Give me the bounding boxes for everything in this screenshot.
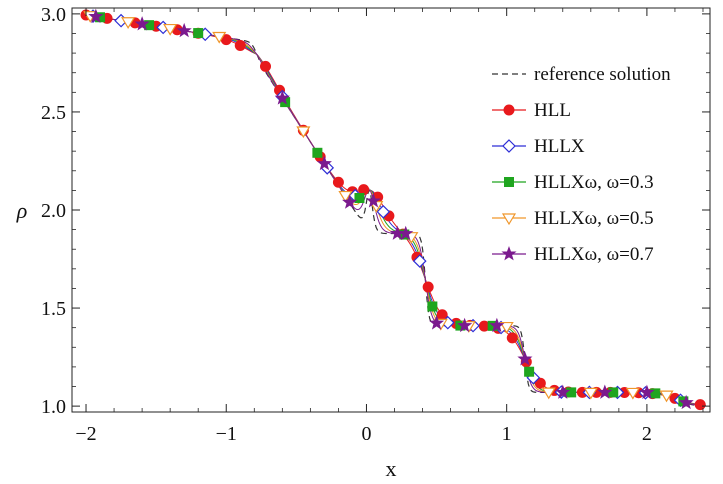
- legend-entry-0: reference solution: [534, 64, 671, 85]
- legend: reference solution HLL HLLX HLLXω, ω=0.3 HLL…: [492, 64, 671, 265]
- x-tick-label: 2: [642, 423, 652, 445]
- data-point-series-3: [566, 387, 577, 398]
- data-point-series-4: [583, 387, 598, 400]
- data-point-series-4: [499, 321, 514, 334]
- data-point-series-5: [517, 351, 533, 366]
- data-point-series-4: [296, 126, 311, 139]
- data-point-series-1: [422, 281, 434, 293]
- data-point-series-5: [316, 155, 332, 171]
- data-point-series-3: [354, 193, 365, 204]
- data-point-series-4: [338, 190, 353, 203]
- data-point-series-4: [163, 23, 178, 36]
- data-point-series-2: [376, 204, 391, 219]
- data-point-series-3: [524, 366, 535, 377]
- data-point-series-1: [694, 399, 706, 411]
- y-tick-label: 1.0: [41, 396, 66, 418]
- data-point-series-5: [489, 317, 505, 333]
- legend-marker-1: [503, 104, 515, 116]
- data-point-series-4: [541, 387, 556, 400]
- data-point-series-5: [88, 8, 104, 24]
- data-point-series-4: [212, 31, 227, 44]
- legend-entry-2: HLLX: [534, 136, 585, 157]
- data-point-series-5: [429, 315, 445, 330]
- data-point-series-5: [274, 90, 290, 105]
- data-point-series-1: [332, 176, 344, 188]
- data-point-series-5: [342, 194, 358, 209]
- legend-entry-5: HLLXω, ω=0.7: [534, 244, 654, 265]
- y-tick-label: 2.5: [41, 102, 66, 124]
- legend-marker-4: [501, 213, 517, 226]
- legend-entry-4: HLLXω, ω=0.5: [534, 208, 654, 229]
- data-point-series-3: [427, 301, 438, 312]
- data-point-series-1: [506, 332, 518, 344]
- legend-marker-3: [504, 177, 514, 187]
- x-tick-label: 0: [361, 423, 371, 445]
- data-point-series-5: [597, 384, 613, 399]
- data-point-series-5: [457, 317, 473, 333]
- x-tick-label: 1: [502, 423, 512, 445]
- x-tick-label: −2: [75, 423, 96, 445]
- x-tick-label: −1: [216, 423, 237, 445]
- data-point-series-4: [625, 387, 640, 400]
- data-point-series-3: [312, 147, 323, 158]
- data-point-series-3: [608, 387, 619, 398]
- data-point-series-5: [134, 16, 150, 31]
- legend-entry-3: HLLXω, ω=0.3: [534, 172, 654, 193]
- y-axis-label: ρ: [16, 198, 28, 223]
- data-point-series-5: [365, 193, 382, 208]
- data-point-series-1: [234, 40, 246, 52]
- legend-marker-2: [502, 139, 516, 153]
- legend-entry-1: HLL: [534, 100, 571, 121]
- data-point-series-3: [650, 388, 661, 399]
- data-point-series-5: [639, 384, 655, 400]
- y-tick-label: 1.5: [41, 298, 66, 320]
- data-point-series-5: [176, 22, 192, 38]
- data-point-series-3: [193, 28, 204, 39]
- data-point-series-5: [678, 394, 694, 410]
- data-point-series-1: [534, 377, 546, 389]
- y-tick-label: 3.0: [41, 4, 66, 26]
- y-tick-label: 2.0: [41, 200, 66, 222]
- markers-layer: [80, 8, 706, 411]
- data-point-series-5: [398, 225, 414, 241]
- data-point-series-2: [412, 254, 427, 268]
- axis-ticks: −2 −1 0 1 2 1.0 1.5 2.0 2.5 3.0: [41, 4, 710, 445]
- data-point-series-5: [555, 384, 571, 399]
- legend-marker-5: [501, 246, 517, 261]
- x-axis-label: x: [386, 456, 397, 481]
- data-point-series-1: [260, 60, 272, 72]
- data-point-series-4: [659, 390, 674, 403]
- data-point-series-4: [121, 17, 136, 29]
